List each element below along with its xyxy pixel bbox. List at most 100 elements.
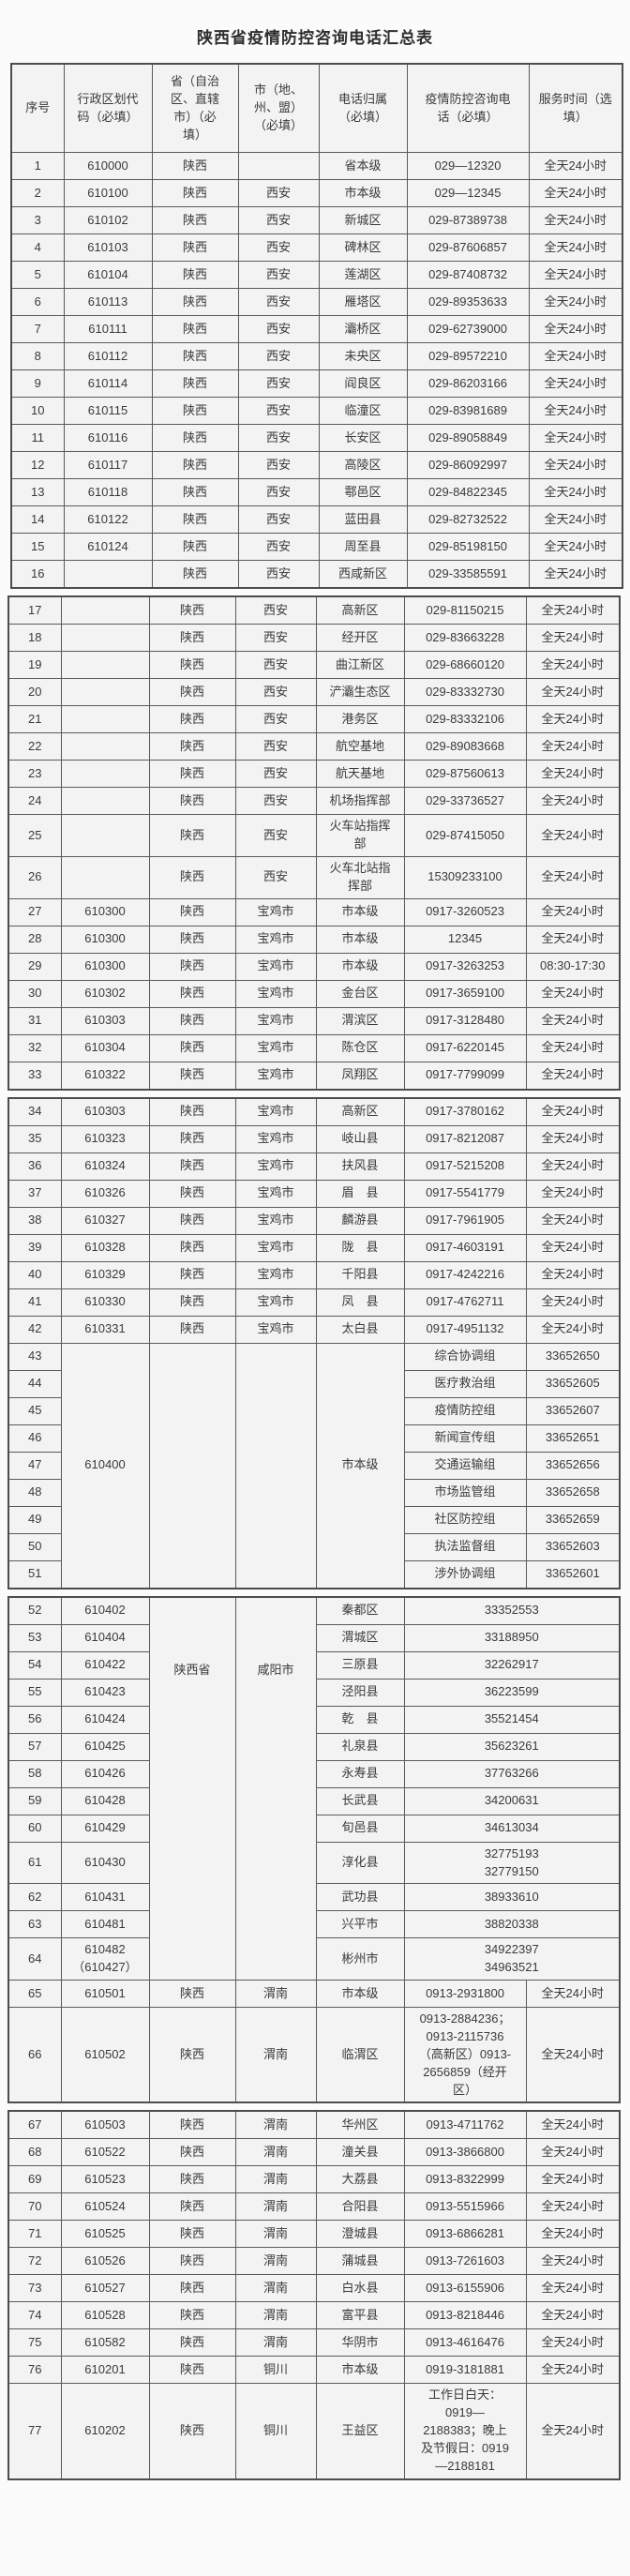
cell-attribution: 高陵区 (318, 451, 408, 480)
cell-service: 全天24小时 (525, 2301, 621, 2330)
cell-serial: 1 (10, 152, 65, 181)
cell-code: 610431 (60, 1883, 150, 1912)
cell-service: 全天24小时 (528, 179, 623, 208)
cell-service: 全天24小时 (528, 424, 623, 453)
cell-phone: 新闻宣传组 (403, 1424, 527, 1453)
cell-code: 610117 (63, 451, 153, 480)
cell-city: 西安 (237, 397, 320, 426)
cell-province: 陕西 (151, 261, 239, 290)
cell-serial: 13 (10, 478, 65, 507)
cell-attribution: 高新区 (315, 595, 405, 625)
cell-serial: 71 (8, 2220, 62, 2249)
cell-serial: 44 (8, 1369, 62, 1398)
cell-province: 陕西 (148, 705, 236, 734)
cell-service: 33652659 (525, 1505, 621, 1534)
table-row: 49 社区防控组 33652659 (8, 1505, 621, 1534)
cell-phone: 029-81150215 (403, 595, 527, 625)
cell-code: 610114 (63, 369, 153, 399)
cell-code: 610112 (63, 342, 153, 371)
cell-attribution: 火车站指挥 部 (315, 814, 405, 858)
cell-attribution: 华州区 (315, 2110, 405, 2140)
column-header-service: 服务时间（选 填） (528, 63, 623, 154)
table-segment: 34 610303 陕西 宝鸡市 高新区 0917-3780162 全天24小时 35 6103… (8, 1096, 621, 1589)
cell-province: 陕西 (148, 1315, 236, 1344)
cell-code: 610502 (60, 2007, 150, 2103)
cell-phone: 社区防控组 (403, 1505, 527, 1534)
cell-attribution: 蓝田县 (318, 505, 408, 535)
cell-province: 陕西 (151, 505, 239, 535)
column-header-phone: 疫情防控咨询电 话（必填） (406, 63, 530, 154)
cell-phone: 029-84822345 (406, 478, 530, 507)
cell-attribution: 市本级 (318, 179, 408, 208)
table-row: 37 610326 陕西 宝鸡市眉 县 0917-5541779 全天24小时 (8, 1179, 621, 1208)
cell-attribution: 淳化县 (315, 1841, 405, 1885)
cell-code: 610103 (63, 233, 153, 263)
table-row: 43 610400 市本级 综合协调组 33652650 (8, 1342, 621, 1589)
cell-province: 陕西 (148, 732, 236, 761)
cell-phone: 交通运输组 (403, 1451, 527, 1480)
cell-code: 610527 (60, 2274, 150, 2303)
cell-serial: 48 (8, 1478, 62, 1507)
cell-city: 西安 (234, 678, 317, 707)
cell-attribution: 渭滨区 (315, 1006, 405, 1035)
table-row: 10 610115 陕西 西安 临潼区 029-83981689 全天24小时 (10, 397, 623, 426)
table-segment: 序号 行政区划代 码（必填） 省（自治 区、直辖 市）（必 填） 市（地、 州、盟） … (10, 63, 623, 590)
cell-phone: 33188950 (403, 1623, 621, 1652)
table-row: 66 610502 陕西 渭南 临渭区 0913-2884236； 0913-211573… (8, 2007, 621, 2103)
column-header-city: 市（地、 州、盟） （必填） (237, 63, 320, 154)
cell-province: 陕西 (151, 560, 239, 589)
cell-province: 陕西 (148, 2192, 236, 2222)
cell-code: 610428 (60, 1786, 150, 1815)
cell-phone: 029-89572210 (406, 342, 530, 371)
cell-service: 全天24小时 (525, 2247, 621, 2276)
cell-service: 33652607 (525, 1396, 621, 1425)
cell-serial: 73 (8, 2274, 62, 2303)
cell-province: 陕西 (148, 1260, 236, 1289)
cell-city (234, 1342, 317, 1589)
table-row: 33 610322 陕西 宝鸡市 凤翔区 0917-7799099 全天24小时 (8, 1061, 621, 1091)
cell-serial: 2 (10, 179, 65, 208)
cell-phone: 执法监督组 (403, 1532, 527, 1561)
cell-attribution: 旬邑县 (315, 1814, 405, 1843)
cell-serial: 18 (8, 624, 62, 653)
cell-phone: 0919-3181881 (403, 2356, 527, 2385)
cell-code: 610102 (63, 206, 153, 235)
cell-phone: 029-82732522 (406, 505, 530, 535)
cell-province: 陕西 (148, 925, 236, 954)
cell-code: 610327 (60, 1206, 150, 1235)
cell-service: 全天24小时 (525, 1061, 621, 1091)
table-row: 40 610329 陕西 宝鸡市 千阳县 0917-4242216 全天24小时 (8, 1260, 621, 1289)
table-row: 18 陕西 西安 经开区 029-83663228 全天24小时 (8, 624, 621, 653)
cell-province: 陕西 (148, 952, 236, 981)
cell-service: 全天24小时 (525, 925, 621, 954)
cell-phone: 029-83663228 (403, 624, 527, 653)
cell-phone: 0913-4711762 (403, 2110, 527, 2140)
cell-province: 陕西 (148, 2247, 236, 2276)
cell-service: 08:30-17:30 (525, 952, 621, 981)
cell-code (60, 651, 150, 680)
cell-city: 西安 (234, 624, 317, 653)
cell-serial: 45 (8, 1396, 62, 1425)
cell-service: 全天24小时 (525, 979, 621, 1008)
table-row: 7 610111 陕西 西安 灞桥区 029-62739000 全天24小时 (10, 315, 623, 344)
cell-phone: 32775193 32779150 (403, 1841, 621, 1885)
cell-service: 33652601 (525, 1559, 621, 1589)
cell-service: 33652656 (525, 1451, 621, 1480)
cell-serial: 43 (8, 1342, 62, 1371)
cell-province: 陕西 (151, 533, 239, 562)
table-row: 27 610300 陕西 宝鸡市 市本级 0917-3260523 全天24小时 (8, 897, 621, 926)
cell-phone: 0917-6220145 (403, 1033, 527, 1062)
cell-serial: 41 (8, 1288, 62, 1317)
cell-serial: 77 (8, 2383, 62, 2480)
cell-attribution: 机场指挥部 (315, 787, 405, 816)
cell-serial: 33 (8, 1061, 62, 1091)
cell-province: 陕西 (148, 651, 236, 680)
cell-city: 西安 (234, 705, 317, 734)
table-row: 46 新闻宣传组 33652651 (8, 1424, 621, 1453)
cell-service: 全天24小时 (525, 2138, 621, 2167)
cell-serial: 46 (8, 1424, 62, 1453)
table-row: 76 610201 陕西 铜川 市本级 0919-3181881 全天24小时 (8, 2356, 621, 2385)
cell-service: 全天24小时 (528, 397, 623, 426)
cell-phone: 0913-5515966 (403, 2192, 527, 2222)
cell-attribution: 麟游县 (315, 1206, 405, 1235)
